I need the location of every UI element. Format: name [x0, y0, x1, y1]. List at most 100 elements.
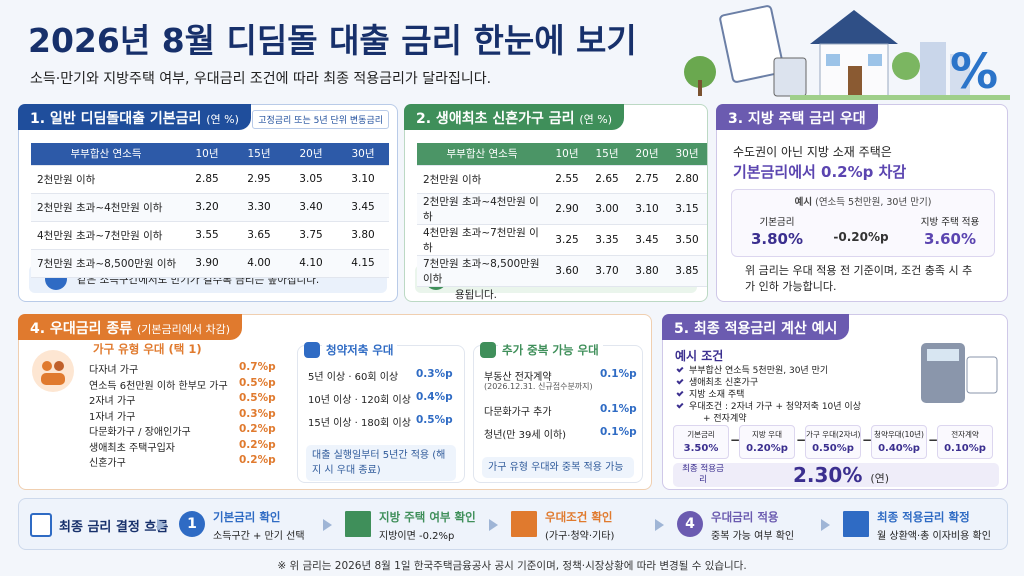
result-line: 2.30% (연)	[793, 463, 889, 487]
window	[868, 54, 882, 66]
tree	[684, 56, 716, 88]
item-sublabel: (2026.12.31. 신규접수분까지)	[484, 382, 593, 391]
condition-continuation: + 전자계약	[703, 414, 747, 424]
panel-title: 1. 일반 디딤돌대출 기본금리	[30, 111, 202, 127]
rate-table: 부부합산 연소득 10년 15년 20년 30년 2천만원 이하 2.55 2.65 2.75 2…	[417, 143, 707, 287]
result-unit: (연)	[870, 472, 890, 485]
calc-step: 지방 우대 0.20%p	[739, 425, 795, 459]
item-label: 부동산 전자계약	[484, 372, 552, 383]
flow-icon	[30, 513, 52, 537]
table-row: 2천만원 이하 2.55 2.65 2.75 2.80	[417, 165, 707, 194]
clipboard	[719, 5, 785, 83]
conditions-title: 예시 조건	[675, 349, 724, 363]
panel-tab: 3. 지방 주택 금리 우대	[716, 104, 878, 130]
group-title: 추가 중복 가능 우대	[498, 342, 603, 358]
table-header-cell: 15년	[233, 143, 285, 166]
table-header-cell: 10년	[181, 143, 233, 166]
calc-step-label: 기본금리	[687, 430, 715, 439]
icon-head	[54, 361, 64, 371]
note-tag: 고정금리 또는 5년 단위 변동금리	[252, 110, 389, 129]
rate-cell: 2.80	[667, 165, 707, 194]
rate-cell: 2.75	[627, 165, 667, 194]
general-rates-panel: 1. 일반 디딤돌대출 기본금리 (연 %) 고정금리 또는 5년 단위 변동금…	[18, 104, 398, 302]
example-condition: (연소득 5천만원, 30년 만기)	[815, 197, 932, 208]
rate-cell: 3.10	[337, 165, 389, 194]
calculator	[773, 57, 807, 97]
flow-arrow	[157, 519, 166, 531]
step-desc: 중복 가능 여부 확인	[711, 531, 795, 542]
check-mark	[676, 365, 684, 373]
rate-cell: 4.00	[233, 249, 285, 278]
condition: 우대조건 : 2자녀 가구 + 청약저축 10년 이상	[689, 402, 861, 412]
rate-cell: 2.90	[547, 193, 587, 225]
item-value: 0.5%p	[239, 376, 276, 389]
calculation-panel: 5. 최종 적용금리 계산 예시 예시 조건 부부합산 연소득 5천만원, 30…	[662, 314, 1008, 490]
group-title: 가구 유형 우대 (택 1)	[89, 341, 206, 357]
clipboard-icon	[30, 513, 52, 537]
income-cell: 7천만원 초과~8,500만원 이하	[31, 249, 181, 278]
flow-arrow	[655, 519, 664, 531]
income-cell: 4천만원 초과~7천만원 이하	[417, 224, 547, 256]
item-label: 신혼가구	[89, 458, 126, 469]
discount: -0.20%p	[833, 230, 889, 244]
item-label: 생애최초 주택구입자	[89, 442, 175, 454]
item-value: 0.3%p	[416, 368, 453, 380]
flow-arrow	[489, 519, 498, 531]
title: 2026년 8월 디딤돌 대출 금리 한눈에 보기	[28, 21, 637, 60]
rate-cell: 3.90	[181, 249, 233, 278]
item-label: 10년 이상 · 120회 이상	[308, 395, 411, 406]
example-title: 예시 (연소득 5천만원, 30년 만기)	[732, 194, 994, 208]
tree	[892, 52, 920, 80]
rate-cell: 3.80	[337, 221, 389, 250]
tree-trunk	[698, 80, 702, 96]
subtitle: 소득·만기와 지방주택 여부, 우대금리 조건에 따라 최종 적용금리가 달라집…	[30, 71, 492, 87]
rate-cell: 3.40	[285, 193, 337, 222]
calc-step-value: 0.20%p	[746, 443, 788, 454]
flow-arrow	[821, 519, 830, 531]
result-value: 3.60%	[923, 230, 977, 248]
item-value: 0.7%p	[239, 361, 276, 373]
rate-cell: 3.25	[547, 224, 587, 256]
rate-table: 부부합산 연소득 10년 15년 20년 30년 2천만원 이하 2.85 2.95 3.05 3…	[31, 143, 389, 278]
rate-cell: 3.70	[587, 255, 627, 287]
income-cell: 2천만원 이하	[417, 165, 547, 194]
item-label: 다문화가구 추가	[484, 407, 552, 418]
item-value: 0.1%p	[600, 426, 637, 438]
group-note: 대출 실행일부터 5년간 적용 (해지 시 우대 종료)	[306, 445, 456, 481]
table-header-row: 부부합산 연소득 10년 15년 20년 30년	[31, 143, 389, 166]
footer-note: ※ 위 금리는 2026년 8월 1일 한국주택금융공사 공시 기준이며, 정책…	[277, 560, 747, 572]
calc-step: 청약우대(10년) 0.40%p	[871, 425, 927, 459]
item-label: 연소득 6천만원 이하 한부모 가구	[89, 380, 228, 392]
item-value: 0.4%p	[416, 391, 453, 403]
rate-cell: 3.05	[285, 165, 337, 194]
group-icon	[480, 342, 496, 358]
tip-text: 같은 소득구간에서도 만기가 길수록 금리는 높아집니다.	[77, 274, 320, 286]
rate-cell: 3.45	[627, 224, 667, 256]
step-badge	[345, 511, 371, 537]
group-icon	[304, 342, 320, 358]
check-mark	[676, 401, 684, 409]
table-row: 7천만원 초과~8,500만원 이하 3.90 4.00 4.10 4.15	[31, 249, 389, 278]
icon-head	[42, 361, 52, 371]
item-value: 0.2%p	[239, 454, 276, 466]
calc-step-label: 전자계약	[951, 430, 979, 439]
panel-subtitle: (기본금리에서 차감)	[136, 323, 231, 336]
calc-step-label: 지방 우대	[752, 430, 782, 439]
step-badge: 4	[677, 511, 703, 537]
base-label: 기본금리	[759, 217, 795, 228]
table-row: 2천만원 이하 2.85 2.95 3.05 3.10	[31, 165, 389, 194]
group-title: 청약저축 우대	[322, 342, 398, 358]
family-icon	[32, 350, 74, 392]
step-desc: 지방이면 -0.2%p	[379, 531, 455, 542]
step-title: 우대금리 적용	[711, 510, 779, 524]
item-label: 1자녀 가구	[89, 411, 136, 423]
window	[826, 54, 840, 66]
rate-cell: 3.75	[285, 221, 337, 250]
rate-cell: 4.10	[285, 249, 337, 278]
item-label: 청년(만 39세 이하)	[484, 430, 567, 441]
calc-step-value: 0.40%p	[878, 443, 920, 454]
rate-cell: 2.55	[547, 165, 587, 194]
flow-title: 최종 금리 결정 흐름	[59, 520, 169, 535]
rate-cell: 2.85	[181, 165, 233, 194]
